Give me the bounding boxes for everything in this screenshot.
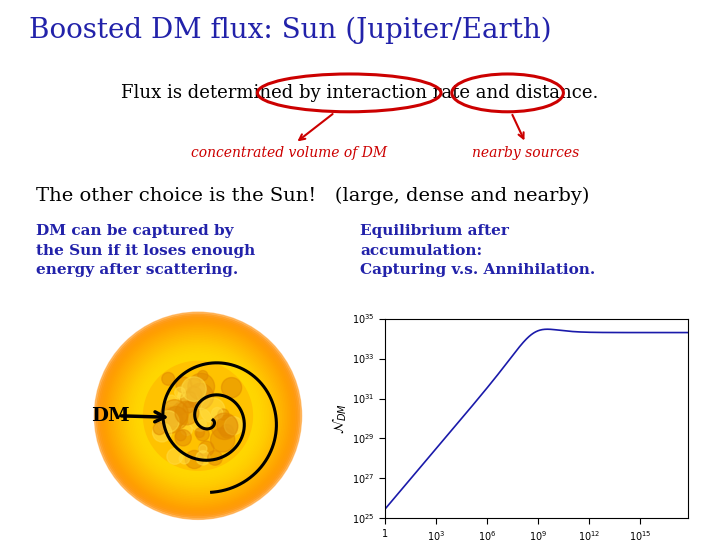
Text: DM: DM bbox=[91, 407, 130, 425]
Circle shape bbox=[117, 335, 279, 496]
Circle shape bbox=[121, 339, 275, 493]
Circle shape bbox=[190, 377, 200, 387]
Circle shape bbox=[157, 408, 183, 434]
Circle shape bbox=[179, 454, 189, 464]
Circle shape bbox=[195, 428, 204, 437]
Circle shape bbox=[199, 444, 207, 453]
Circle shape bbox=[162, 373, 175, 385]
Circle shape bbox=[116, 334, 280, 498]
Circle shape bbox=[124, 342, 272, 490]
Circle shape bbox=[153, 423, 166, 435]
Circle shape bbox=[134, 352, 262, 480]
Circle shape bbox=[129, 347, 267, 485]
Circle shape bbox=[98, 315, 298, 516]
Circle shape bbox=[167, 449, 183, 464]
Circle shape bbox=[198, 370, 208, 381]
Circle shape bbox=[132, 350, 264, 482]
Circle shape bbox=[99, 317, 297, 515]
Circle shape bbox=[222, 377, 242, 397]
Circle shape bbox=[185, 450, 204, 469]
Circle shape bbox=[175, 430, 192, 446]
Circle shape bbox=[196, 428, 210, 441]
Circle shape bbox=[188, 373, 215, 400]
Text: DM can be captured by
the Sun if it loses enough
energy after scattering.: DM can be captured by the Sun if it lose… bbox=[36, 224, 256, 277]
Text: Flux is determined by interaction rate and distance.: Flux is determined by interaction rate a… bbox=[121, 84, 599, 102]
Circle shape bbox=[210, 428, 235, 452]
Text: nearby sources: nearby sources bbox=[472, 146, 579, 160]
Circle shape bbox=[189, 408, 212, 431]
Circle shape bbox=[103, 320, 293, 511]
Circle shape bbox=[225, 416, 243, 435]
Circle shape bbox=[139, 356, 257, 475]
Y-axis label: $\mathcal{N}_{DM}$: $\mathcal{N}_{DM}$ bbox=[331, 403, 349, 434]
Circle shape bbox=[212, 413, 238, 440]
Circle shape bbox=[199, 420, 207, 428]
Circle shape bbox=[119, 337, 277, 495]
Circle shape bbox=[109, 327, 287, 504]
Circle shape bbox=[200, 398, 225, 422]
Circle shape bbox=[179, 381, 205, 407]
Circle shape bbox=[182, 394, 199, 411]
Circle shape bbox=[181, 377, 206, 401]
Circle shape bbox=[161, 409, 176, 424]
Circle shape bbox=[176, 377, 192, 393]
Circle shape bbox=[177, 388, 198, 409]
Circle shape bbox=[158, 411, 179, 433]
Circle shape bbox=[199, 441, 214, 456]
Circle shape bbox=[175, 401, 199, 425]
Circle shape bbox=[96, 314, 300, 518]
Text: The other choice is the Sun!   (large, dense and nearby): The other choice is the Sun! (large, den… bbox=[36, 186, 590, 205]
Circle shape bbox=[122, 340, 274, 491]
Text: Boosted DM flux: Sun (Jupiter/Earth): Boosted DM flux: Sun (Jupiter/Earth) bbox=[29, 16, 552, 44]
Circle shape bbox=[212, 408, 223, 419]
Text: Equilibrium after
accumulation:
Capturing v.s. Annihilation.: Equilibrium after accumulation: Capturin… bbox=[360, 224, 595, 277]
Circle shape bbox=[107, 325, 289, 507]
Circle shape bbox=[183, 402, 194, 413]
Circle shape bbox=[125, 343, 271, 488]
Circle shape bbox=[196, 451, 210, 465]
Circle shape bbox=[161, 400, 188, 427]
Circle shape bbox=[181, 392, 197, 408]
Circle shape bbox=[186, 387, 210, 410]
Circle shape bbox=[137, 355, 259, 477]
Circle shape bbox=[114, 332, 282, 500]
Circle shape bbox=[186, 387, 202, 402]
Circle shape bbox=[164, 407, 188, 430]
Circle shape bbox=[218, 409, 229, 420]
Circle shape bbox=[162, 402, 186, 426]
Circle shape bbox=[176, 430, 186, 441]
Circle shape bbox=[153, 423, 171, 442]
Circle shape bbox=[143, 361, 253, 470]
Circle shape bbox=[111, 329, 285, 503]
Circle shape bbox=[127, 345, 269, 487]
Text: concentrated volume of DM: concentrated volume of DM bbox=[191, 146, 387, 160]
Circle shape bbox=[220, 424, 233, 438]
Circle shape bbox=[130, 348, 266, 483]
Circle shape bbox=[94, 312, 302, 519]
Circle shape bbox=[174, 402, 186, 415]
Circle shape bbox=[106, 323, 290, 508]
Circle shape bbox=[175, 387, 185, 398]
Circle shape bbox=[135, 353, 261, 478]
Circle shape bbox=[187, 383, 214, 410]
Circle shape bbox=[104, 322, 292, 510]
Circle shape bbox=[166, 395, 176, 405]
Circle shape bbox=[112, 330, 284, 501]
Circle shape bbox=[101, 319, 295, 513]
Circle shape bbox=[217, 415, 238, 436]
Circle shape bbox=[207, 450, 222, 465]
Circle shape bbox=[181, 424, 192, 435]
